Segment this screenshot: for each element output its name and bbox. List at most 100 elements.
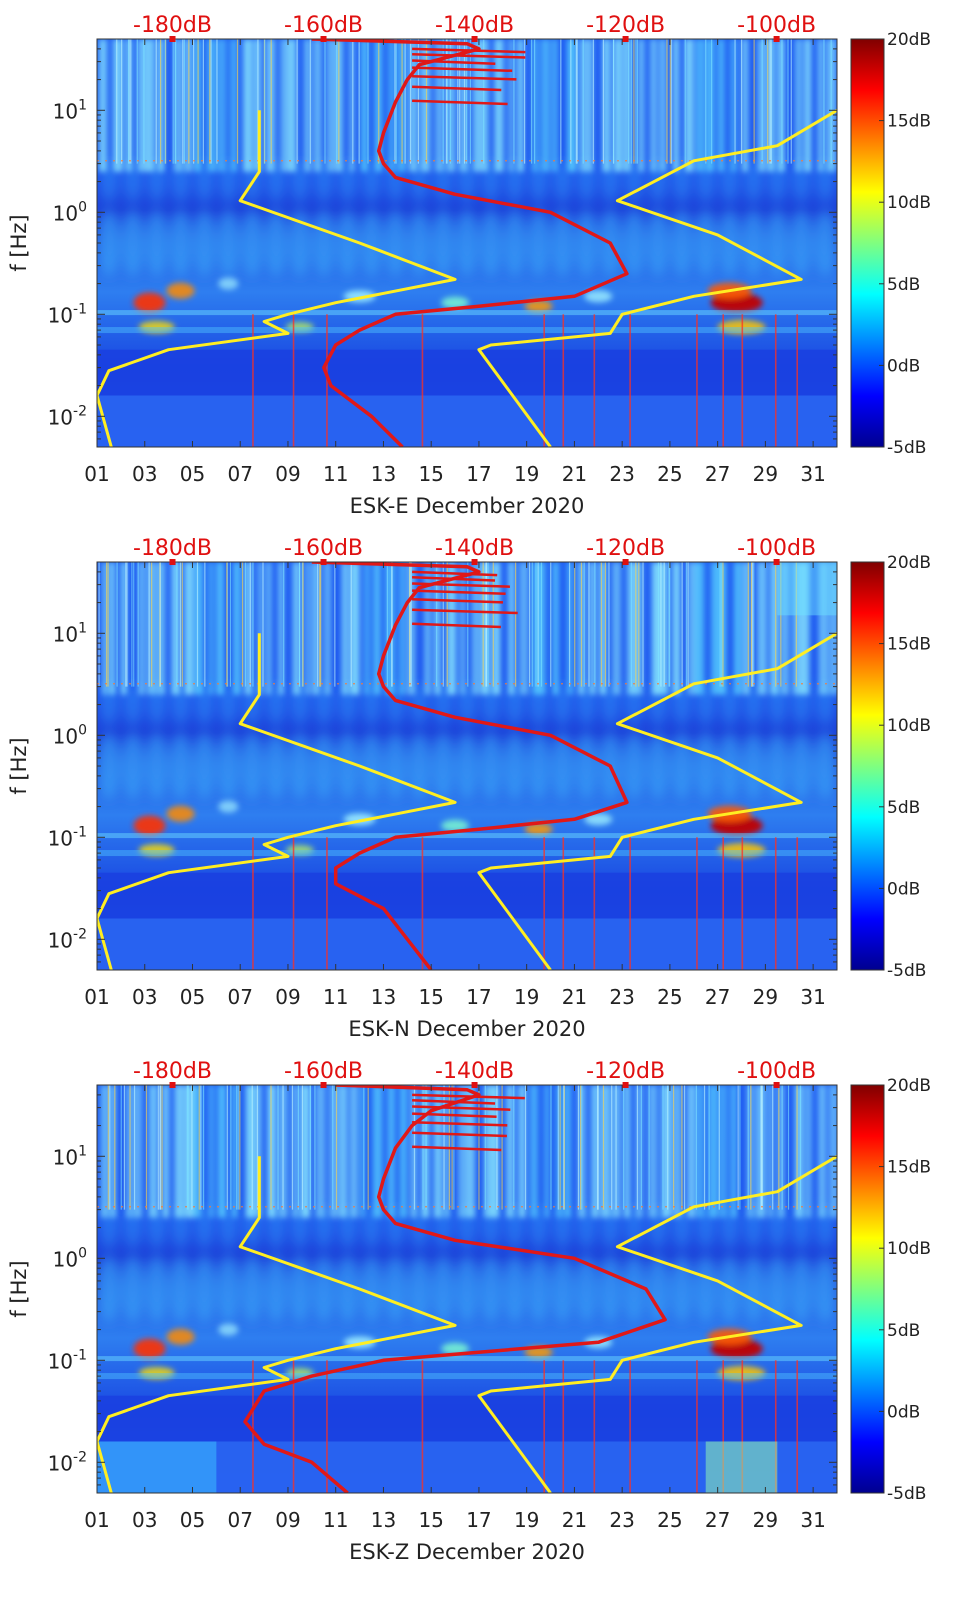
red-psd-line <box>243 1085 667 1493</box>
x-tick-label: 25 <box>657 1508 682 1532</box>
colorbar-tick-label: -5dB <box>887 961 926 981</box>
x-tick-label: 01 <box>84 462 109 486</box>
colorbar-tick-label: 0dB <box>887 1402 920 1422</box>
top-db-tick-label: -160dB <box>284 536 363 561</box>
x-tick-label: 29 <box>753 985 778 1009</box>
x-tick-label: 29 <box>753 462 778 486</box>
colorbar-tick-label: 20dB <box>887 30 931 50</box>
spectrogram-image <box>97 562 837 970</box>
x-tick-label: 27 <box>705 462 730 486</box>
x-tick-label: 11 <box>323 985 348 1009</box>
colorbar-tick-label: 5dB <box>887 1321 920 1341</box>
y-tick-label: 10-1 <box>48 1347 87 1373</box>
y-tick-label: 10-1 <box>48 301 87 327</box>
x-tick-label: 01 <box>84 1508 109 1532</box>
yellow-model-line <box>477 632 837 970</box>
y-tick-label: 100 <box>53 722 87 748</box>
x-tick-label: 13 <box>371 1508 396 1532</box>
x-tick-label: 07 <box>227 462 252 486</box>
x-axis-label: ESK-N December 2020 <box>348 1017 585 1041</box>
top-db-tick-label: -160dB <box>284 13 363 38</box>
colorbar-tick-label: 20dB <box>887 553 931 573</box>
top-db-tick-label: -180dB <box>133 13 212 38</box>
colorbar-tick-label: 0dB <box>887 356 920 376</box>
top-db-tick-label: -180dB <box>133 1059 212 1084</box>
colorbar-tick-label: 15dB <box>887 112 931 132</box>
panel-Z: 01 03 05 07 09 11 13 15 17 19 21 23 25 27 29 31 101 100 10… <box>7 1059 931 1564</box>
y-axis-label: f [Hz] <box>7 737 31 794</box>
colorbar-tick-label: -5dB <box>887 1484 926 1504</box>
y-tick-label: 10-2 <box>48 403 87 429</box>
colorbar-tick-label: 10dB <box>887 193 931 213</box>
x-tick-label: 11 <box>323 462 348 486</box>
x-tick-label: 17 <box>466 1508 491 1532</box>
y-axis-label: f [Hz] <box>7 214 31 271</box>
colorbar-tick-label: 15dB <box>887 1158 931 1178</box>
colorbar-tick-label: 0dB <box>887 879 920 899</box>
colorbar-tick-label: -5dB <box>887 438 926 458</box>
x-tick-label: 09 <box>275 1508 300 1532</box>
colorbar-tick-label: 15dB <box>887 635 931 655</box>
x-tick-label: 15 <box>418 1508 443 1532</box>
colorbar-tick-label: 5dB <box>887 275 920 295</box>
x-tick-label: 03 <box>132 462 157 486</box>
colorbar-tick-label: 5dB <box>887 798 920 818</box>
x-tick-label: 19 <box>514 1508 539 1532</box>
x-tick-label: 17 <box>466 462 491 486</box>
yellow-model-line <box>97 1156 457 1493</box>
y-tick-label: 101 <box>53 97 87 123</box>
x-tick-label: 21 <box>562 1508 587 1532</box>
top-db-tick-label: -100dB <box>737 536 816 561</box>
panel-E: 01 03 05 07 09 11 13 15 17 19 21 23 25 27 29 31 101 100 10… <box>7 13 931 518</box>
x-tick-label: 13 <box>371 462 396 486</box>
x-tick-label: 15 <box>418 985 443 1009</box>
x-tick-label: 15 <box>418 462 443 486</box>
colorbar-tick-label: 20dB <box>887 1076 931 1096</box>
panel-N: 01 03 05 07 09 11 13 15 17 19 21 23 25 27 29 31 101 100 10… <box>7 536 931 1041</box>
y-tick-label: 10-1 <box>48 824 87 850</box>
x-tick-label: 21 <box>562 462 587 486</box>
top-db-tick-label: -140dB <box>435 1059 514 1084</box>
x-tick-label: 03 <box>132 985 157 1009</box>
x-tick-label: 29 <box>753 1508 778 1532</box>
colorbar: 20dB 15dB 10dB 5dB 0dB -5dB <box>850 30 931 458</box>
yellow-model-line <box>97 633 457 970</box>
x-tick-label: 09 <box>275 462 300 486</box>
y-tick-label: 101 <box>53 620 87 646</box>
y-tick-label: 100 <box>53 1245 87 1271</box>
y-axis-label: f [Hz] <box>7 1260 31 1317</box>
x-tick-label: 19 <box>514 985 539 1009</box>
top-db-tick-label: -120dB <box>586 13 665 38</box>
x-tick-label: 23 <box>609 1508 634 1532</box>
x-tick-label: 01 <box>84 985 109 1009</box>
x-tick-label: 31 <box>800 985 825 1009</box>
x-tick-label: 27 <box>705 985 730 1009</box>
x-tick-label: 11 <box>323 1508 348 1532</box>
spectrogram-image <box>97 39 837 447</box>
spectrogram-image <box>97 1085 837 1493</box>
x-axis-label: ESK-Z December 2020 <box>349 1540 585 1564</box>
x-tick-label: 05 <box>180 462 205 486</box>
top-db-tick-label: -160dB <box>284 1059 363 1084</box>
top-db-tick-label: -140dB <box>435 13 514 38</box>
x-tick-label: 19 <box>514 462 539 486</box>
x-tick-label: 07 <box>227 1508 252 1532</box>
y-tick-label: 100 <box>53 199 87 225</box>
yellow-model-line <box>97 110 457 447</box>
top-db-tick-label: -180dB <box>133 536 212 561</box>
top-db-tick-label: -100dB <box>737 13 816 38</box>
top-db-tick-label: -100dB <box>737 1059 816 1084</box>
x-tick-label: 05 <box>180 1508 205 1532</box>
x-tick-label: 31 <box>800 462 825 486</box>
x-tick-label: 21 <box>562 985 587 1009</box>
x-tick-label: 25 <box>657 462 682 486</box>
colorbar-tick-label: 10dB <box>887 716 931 736</box>
top-db-tick-label: -120dB <box>586 1059 665 1084</box>
y-tick-label: 10-2 <box>48 1449 87 1475</box>
x-tick-label: 17 <box>466 985 491 1009</box>
x-tick-label: 31 <box>800 1508 825 1532</box>
x-tick-label: 13 <box>371 985 396 1009</box>
top-db-tick-label: -140dB <box>435 536 514 561</box>
x-tick-label: 25 <box>657 985 682 1009</box>
